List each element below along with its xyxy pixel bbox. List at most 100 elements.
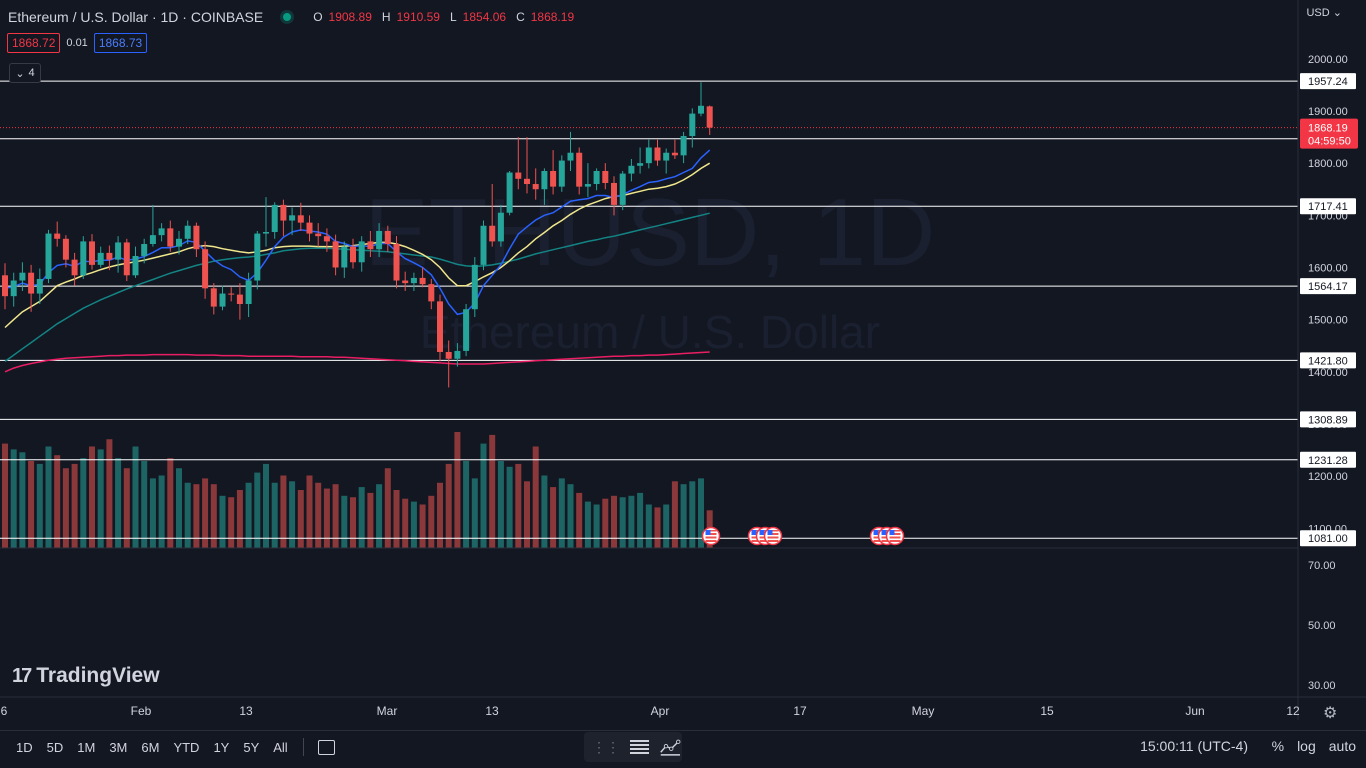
candle[interactable] — [532, 168, 539, 200]
candle[interactable] — [271, 202, 278, 239]
axes[interactable]: 2000.001900.001800.001700.001600.001500.… — [1, 54, 1348, 718]
candle[interactable] — [263, 197, 269, 247]
candle[interactable] — [463, 303, 470, 357]
candle[interactable] — [176, 230, 182, 255]
candle[interactable] — [106, 245, 113, 271]
candle[interactable] — [54, 221, 61, 247]
candle[interactable] — [428, 278, 435, 310]
candle[interactable] — [541, 168, 548, 205]
range-1d-button[interactable]: 1D — [16, 739, 33, 755]
candle[interactable] — [419, 267, 426, 288]
data-window-icon[interactable] — [659, 737, 682, 757]
candle[interactable] — [637, 147, 644, 174]
range-6m-button[interactable]: 6M — [141, 739, 160, 755]
candle[interactable] — [602, 163, 609, 190]
candle[interactable] — [567, 131, 574, 171]
candle[interactable] — [506, 170, 513, 216]
candle[interactable] — [245, 272, 252, 318]
percent-scale-button[interactable]: % — [1271, 738, 1285, 754]
candle[interactable] — [698, 82, 704, 117]
candle[interactable] — [28, 264, 35, 312]
economic-events[interactable] — [701, 526, 905, 546]
candle[interactable] — [576, 147, 583, 195]
candle[interactable] — [297, 202, 304, 231]
candle[interactable] — [558, 155, 565, 192]
range-3m-button[interactable]: 3M — [109, 739, 128, 755]
candle[interactable] — [410, 272, 417, 291]
candle[interactable] — [306, 215, 313, 242]
candle[interactable] — [515, 137, 522, 190]
candle[interactable] — [280, 199, 287, 237]
candle[interactable] — [228, 287, 235, 302]
candle[interactable] — [663, 148, 670, 174]
drag-handle-icon[interactable]: ⋮⋮ — [592, 738, 620, 755]
us-flag-event-icon[interactable] — [885, 526, 905, 546]
candle[interactable] — [10, 272, 17, 307]
candle[interactable] — [19, 262, 26, 291]
range-1y-button[interactable]: 1Y — [213, 739, 230, 755]
candle[interactable] — [524, 137, 530, 194]
candle[interactable] — [332, 234, 339, 276]
candle[interactable] — [89, 234, 95, 270]
candle[interactable] — [680, 131, 687, 164]
log-scale-button[interactable]: log — [1297, 738, 1316, 754]
candle[interactable] — [167, 220, 174, 252]
range-5y-button[interactable]: 5Y — [243, 739, 260, 755]
candle[interactable] — [471, 257, 478, 318]
candle[interactable] — [358, 236, 365, 272]
candle[interactable] — [497, 204, 504, 247]
candle[interactable] — [210, 283, 217, 315]
candle[interactable] — [619, 170, 626, 211]
candle[interactable] — [202, 241, 209, 299]
symbol-title[interactable]: Ethereum / U.S. Dollar · 1D · COINBASE — [8, 9, 264, 25]
candle[interactable] — [62, 235, 69, 268]
candle[interactable] — [315, 223, 322, 247]
range-5d-button[interactable]: 5D — [46, 739, 64, 755]
range-1m-button[interactable]: 1M — [77, 739, 96, 755]
candle[interactable] — [193, 222, 200, 258]
sell-button[interactable]: 1868.72 — [7, 33, 61, 53]
candle[interactable] — [350, 238, 356, 269]
candle[interactable] — [141, 238, 148, 264]
candle[interactable] — [437, 294, 443, 362]
us-flag-event-icon[interactable] — [763, 526, 783, 546]
candle[interactable] — [454, 343, 461, 367]
candle[interactable] — [489, 184, 496, 247]
currency-selector[interactable]: USD ⌄ — [1306, 6, 1342, 19]
candle[interactable] — [367, 230, 374, 258]
tradingview-logo[interactable]: 17 TradingView — [12, 664, 160, 688]
candle[interactable] — [236, 283, 243, 320]
candle[interactable] — [341, 241, 348, 278]
candle[interactable] — [123, 238, 130, 282]
candle[interactable] — [706, 105, 713, 135]
candle[interactable] — [393, 236, 400, 289]
us-flag-event-icon[interactable] — [701, 526, 721, 546]
candle[interactable] — [158, 223, 165, 242]
candle[interactable] — [254, 230, 261, 290]
buy-button[interactable]: 1868.73 — [93, 33, 148, 53]
timezone-clock[interactable]: 15:00:11 (UTC-4) — [1140, 738, 1248, 754]
candle[interactable] — [115, 236, 122, 273]
range-ytd-button[interactable]: YTD — [173, 739, 200, 755]
candle[interactable] — [480, 220, 487, 271]
candle[interactable] — [323, 228, 330, 252]
candle[interactable] — [97, 246, 104, 268]
candle[interactable] — [289, 207, 296, 236]
candle[interactable] — [550, 150, 557, 195]
candle[interactable] — [671, 139, 678, 159]
candle[interactable] — [689, 108, 696, 148]
candle[interactable] — [445, 340, 452, 388]
candle[interactable] — [36, 268, 43, 304]
candle[interactable] — [628, 158, 635, 182]
settings-gear-icon[interactable]: ⚙ — [1323, 705, 1338, 722]
auto-scale-button[interactable]: auto — [1328, 738, 1356, 754]
candle[interactable] — [132, 246, 139, 278]
candle[interactable] — [376, 223, 383, 258]
indicators-toggle-button[interactable]: ⌄ 4 — [9, 63, 41, 83]
calendar-icon[interactable] — [317, 739, 335, 755]
horizontal-levels[interactable] — [0, 80, 1298, 539]
candle[interactable] — [384, 225, 391, 252]
candle[interactable] — [402, 271, 409, 291]
candle[interactable] — [184, 220, 191, 245]
